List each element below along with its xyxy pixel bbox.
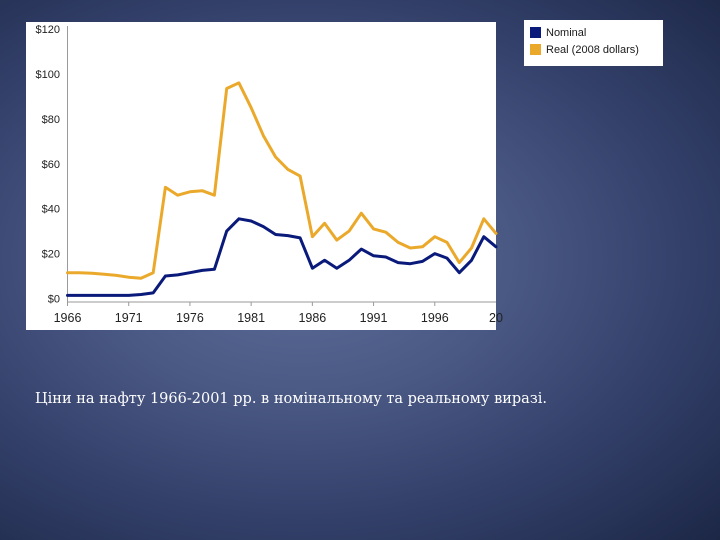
- x-tick-label: 1976: [176, 311, 204, 325]
- x-tick-label: 20: [489, 311, 503, 325]
- legend-swatch-nominal: [530, 27, 541, 38]
- slide-caption: Ціни на нафту 1966-2001 рр. в номінально…: [35, 391, 547, 407]
- chart-background: [26, 22, 496, 330]
- x-tick-label: 1986: [298, 311, 326, 325]
- legend-item-nominal: Nominal: [530, 24, 663, 41]
- series-line-nominal: [66, 217, 498, 297]
- y-tick-label: $60: [42, 159, 60, 171]
- y-axis-ticks: $0 $20 $40 $60 $80 $100 $120: [36, 24, 60, 306]
- y-tick-label: $120: [36, 24, 60, 36]
- legend-swatch-real: [530, 44, 541, 55]
- y-tick-label: $80: [42, 114, 60, 126]
- series-line-real: [66, 81, 498, 280]
- legend-label-nominal: Nominal: [546, 26, 587, 39]
- y-tick-label: $0: [48, 294, 60, 306]
- y-tick-label: $40: [42, 204, 60, 216]
- legend-label-real: Real (2008 dollars): [546, 43, 639, 56]
- y-tick-label: $20: [42, 249, 60, 261]
- y-tick-label: $100: [36, 69, 60, 81]
- series-layer: [66, 81, 498, 297]
- x-tick-label: 1996: [421, 311, 449, 325]
- x-tick-label: 1966: [54, 311, 82, 325]
- x-tick-label: 1981: [237, 311, 265, 325]
- x-tick-label: 1971: [115, 311, 143, 325]
- legend-item-real: Real (2008 dollars): [530, 41, 663, 58]
- chart-legend: Nominal Real (2008 dollars): [524, 20, 663, 66]
- x-tick-label: 1991: [360, 311, 388, 325]
- x-axis-ticks: 1966 1971 1976 1981 1986 1991 1996 20: [54, 302, 503, 325]
